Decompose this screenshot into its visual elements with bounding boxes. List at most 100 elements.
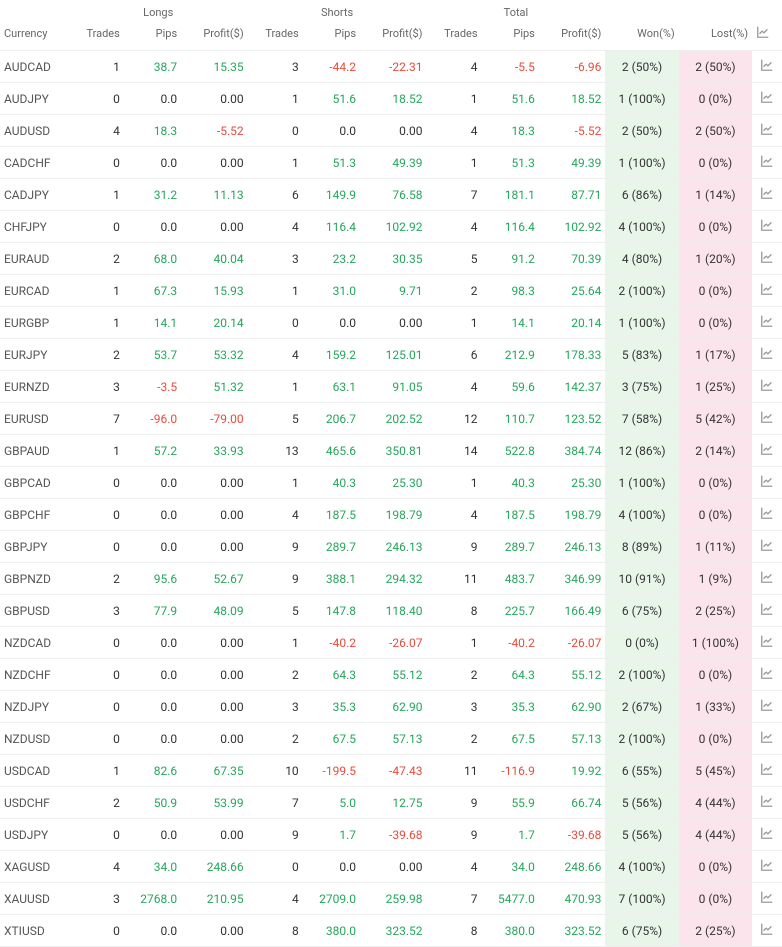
t-trades-cell: 4 xyxy=(427,51,482,83)
chart-button[interactable] xyxy=(752,851,782,883)
currency-cell[interactable]: GBPCHF xyxy=(0,499,69,531)
chart-button[interactable] xyxy=(752,883,782,915)
chart-button[interactable] xyxy=(752,467,782,499)
lost-cell: 5 (45%) xyxy=(679,755,752,787)
currency-cell[interactable]: EURJPY xyxy=(0,339,69,371)
t-trades-cell: 1 xyxy=(427,307,482,339)
won-cell: 6 (75%) xyxy=(605,915,678,947)
currency-cell[interactable]: EURAUD xyxy=(0,243,69,275)
currency-cell[interactable]: USDCHF xyxy=(0,787,69,819)
chart-button[interactable] xyxy=(752,595,782,627)
chart-button[interactable] xyxy=(752,755,782,787)
currency-cell[interactable]: GBPAUD xyxy=(0,435,69,467)
t-pips-cell: -40.2 xyxy=(482,627,539,659)
chart-button[interactable] xyxy=(752,659,782,691)
col-t-profit[interactable]: Profit($) xyxy=(539,21,606,51)
currency-cell[interactable]: AUDJPY xyxy=(0,83,69,115)
chart-button[interactable] xyxy=(752,275,782,307)
t-trades-cell: 2 xyxy=(427,275,482,307)
table-row: NZDJPY00.00.00335.362.90335.362.902 (67%… xyxy=(0,691,782,723)
chart-button[interactable] xyxy=(752,499,782,531)
currency-cell[interactable]: AUDUSD xyxy=(0,115,69,147)
chart-button[interactable] xyxy=(752,51,782,83)
s-profit-cell: -22.31 xyxy=(360,51,427,83)
chart-button[interactable] xyxy=(752,691,782,723)
currency-cell[interactable]: USDCAD xyxy=(0,755,69,787)
currency-cell[interactable]: EURNZD xyxy=(0,371,69,403)
col-s-profit[interactable]: Profit($) xyxy=(360,21,427,51)
col-l-pips[interactable]: Pips xyxy=(124,21,181,51)
currency-cell[interactable]: CADJPY xyxy=(0,179,69,211)
chart-button[interactable] xyxy=(752,243,782,275)
currency-cell[interactable]: GBPUSD xyxy=(0,595,69,627)
chart-button[interactable] xyxy=(752,211,782,243)
currency-cell[interactable]: GBPCAD xyxy=(0,467,69,499)
chart-button[interactable] xyxy=(752,115,782,147)
col-currency[interactable]: Currency xyxy=(0,21,69,51)
lost-cell: 1 (100%) xyxy=(679,627,752,659)
chart-button[interactable] xyxy=(752,531,782,563)
col-t-pips[interactable]: Pips xyxy=(482,21,539,51)
lost-cell: 0 (0%) xyxy=(679,499,752,531)
t-pips-cell: 116.4 xyxy=(482,211,539,243)
s-profit-cell: -47.43 xyxy=(360,755,427,787)
col-won[interactable]: Won(%) xyxy=(605,21,678,51)
chart-button[interactable] xyxy=(752,915,782,947)
s-trades-cell: 3 xyxy=(248,691,303,723)
l-trades-cell: 0 xyxy=(69,723,124,755)
col-s-pips[interactable]: Pips xyxy=(303,21,360,51)
col-l-trades[interactable]: Trades xyxy=(69,21,124,51)
col-l-profit[interactable]: Profit($) xyxy=(181,21,248,51)
chart-button[interactable] xyxy=(752,179,782,211)
chart-button[interactable] xyxy=(752,819,782,851)
currency-cell[interactable]: EURUSD xyxy=(0,403,69,435)
t-trades-cell: 4 xyxy=(427,211,482,243)
chart-button[interactable] xyxy=(752,723,782,755)
l-pips-cell: 0.0 xyxy=(124,83,181,115)
col-lost[interactable]: Lost(%) xyxy=(679,21,752,51)
currency-cell[interactable]: XAUUSD xyxy=(0,883,69,915)
t-trades-cell: 9 xyxy=(427,787,482,819)
lost-cell: 2 (25%) xyxy=(679,915,752,947)
chart-button[interactable] xyxy=(752,563,782,595)
currency-cell[interactable]: CHFJPY xyxy=(0,211,69,243)
s-profit-cell: 76.58 xyxy=(360,179,427,211)
currency-cell[interactable]: AUDCAD xyxy=(0,51,69,83)
table-row: EURCAD167.315.93131.09.71298.325.642 (10… xyxy=(0,275,782,307)
currency-cell[interactable]: CADCHF xyxy=(0,147,69,179)
t-trades-cell: 3 xyxy=(427,691,482,723)
currency-cell[interactable]: XAGUSD xyxy=(0,851,69,883)
s-pips-cell: 23.2 xyxy=(303,243,360,275)
chart-button[interactable] xyxy=(752,787,782,819)
t-trades-cell: 7 xyxy=(427,883,482,915)
col-s-trades[interactable]: Trades xyxy=(248,21,303,51)
l-profit-cell: 0.00 xyxy=(181,83,248,115)
s-profit-cell: 0.00 xyxy=(360,115,427,147)
currency-cell[interactable]: NZDCAD xyxy=(0,627,69,659)
chart-button[interactable] xyxy=(752,339,782,371)
t-profit-cell: -39.68 xyxy=(539,819,606,851)
chart-button[interactable] xyxy=(752,371,782,403)
l-profit-cell: -5.52 xyxy=(181,115,248,147)
currency-cell[interactable]: XTIUSD xyxy=(0,915,69,947)
chart-button[interactable] xyxy=(752,627,782,659)
chart-button[interactable] xyxy=(752,435,782,467)
currency-cell[interactable]: NZDUSD xyxy=(0,723,69,755)
col-t-trades[interactable]: Trades xyxy=(427,21,482,51)
currency-cell[interactable]: GBPNZD xyxy=(0,563,69,595)
currency-cell[interactable]: NZDCHF xyxy=(0,659,69,691)
currency-cell[interactable]: NZDJPY xyxy=(0,691,69,723)
currency-cell[interactable]: USDJPY xyxy=(0,819,69,851)
chart-button[interactable] xyxy=(752,83,782,115)
l-pips-cell: 0.0 xyxy=(124,211,181,243)
l-trades-cell: 0 xyxy=(69,531,124,563)
currency-cell[interactable]: GBPJPY xyxy=(0,531,69,563)
l-trades-cell: 0 xyxy=(69,627,124,659)
chart-button[interactable] xyxy=(752,147,782,179)
currency-cell[interactable]: EURGBP xyxy=(0,307,69,339)
table-row: EURNZD3-3.551.32163.191.05459.6142.373 (… xyxy=(0,371,782,403)
chart-button[interactable] xyxy=(752,307,782,339)
chart-button[interactable] xyxy=(752,403,782,435)
currency-cell[interactable]: EURCAD xyxy=(0,275,69,307)
l-pips-cell: 67.3 xyxy=(124,275,181,307)
